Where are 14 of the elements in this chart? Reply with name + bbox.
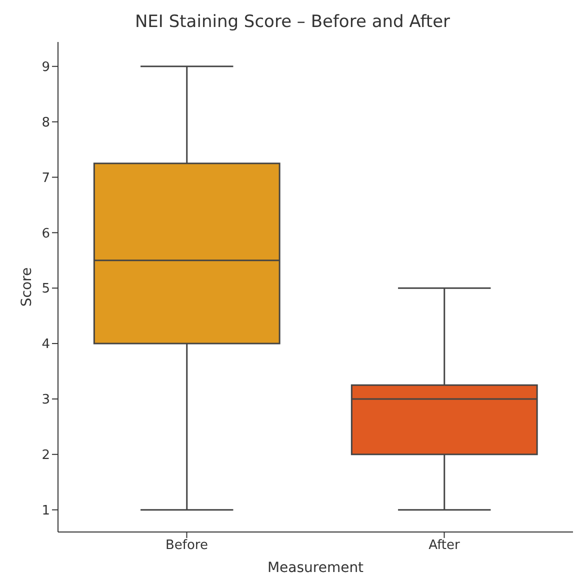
y-tick-label: 8 bbox=[42, 115, 50, 130]
x-tick-label: Before bbox=[165, 538, 208, 554]
y-axis-title: Score bbox=[18, 267, 35, 307]
x-axis-title: Measurement bbox=[267, 560, 364, 576]
y-tick-label: 9 bbox=[42, 60, 50, 76]
y-tick-label: 5 bbox=[42, 282, 50, 297]
y-tick-label: 2 bbox=[42, 448, 50, 464]
chart-title: NEI Staining Score – Before and After bbox=[134, 11, 452, 34]
y-tick-label: 6 bbox=[42, 226, 50, 242]
y-tick-label: 1 bbox=[42, 503, 50, 518]
x-tick-label: After bbox=[428, 538, 461, 554]
y-tick-label: 7 bbox=[42, 170, 50, 186]
y-tick-label: 3 bbox=[42, 392, 50, 408]
y-tick-label: 4 bbox=[42, 337, 50, 352]
